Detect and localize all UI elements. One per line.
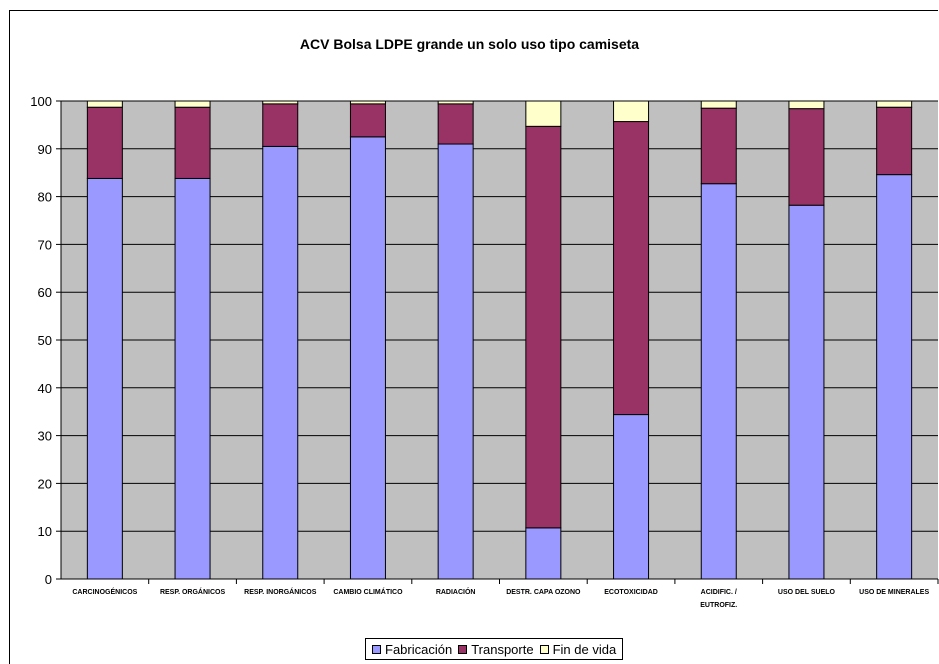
bar-segment (876, 106, 913, 176)
bar-segment (525, 125, 562, 529)
chart-title: ACV Bolsa LDPE grande un solo uso tipo c… (299, 36, 640, 52)
y-tick-label: 70 (38, 237, 52, 252)
bar-segment (876, 100, 913, 108)
bar-segment (613, 414, 650, 580)
bar-segment (262, 100, 299, 105)
legend-item-fabricacion: Fabricación (372, 642, 452, 657)
x-tick-label: ACIDIFIC. / (701, 589, 737, 596)
bar-segment (525, 527, 562, 580)
bar-segment (437, 100, 474, 105)
bar-segment (525, 100, 562, 127)
y-tick-label: 20 (38, 476, 52, 491)
bar-segment (174, 106, 211, 179)
x-tick-label: EUTROFIZ. (700, 602, 737, 609)
bar-segment (174, 177, 211, 580)
bar-segment (700, 100, 737, 109)
x-tick-label: USO DE MINERALES (859, 589, 929, 596)
x-tick-label: RESP. INORGÁNICOS (244, 587, 317, 596)
y-tick-label: 90 (38, 142, 52, 157)
legend-item-fin-de-vida: Fin de vida (539, 641, 617, 657)
bar-segment (613, 121, 650, 416)
legend-label-fabricacion: Fabricación (385, 641, 453, 657)
bar-segment (262, 103, 299, 147)
x-tick-label: CAMBIO CLIMÁTICO (333, 587, 403, 596)
bar-segment (349, 103, 386, 138)
legend-item-transporte: Transporte (458, 641, 534, 657)
x-tick-label: RADIACIÓN (436, 587, 476, 596)
x-tick-label: DESTR. CAPA OZONO (506, 589, 581, 596)
bar-segment (174, 100, 211, 108)
bar-segment (349, 136, 386, 580)
legend-swatch-transporte (458, 644, 468, 654)
bar-segment (700, 183, 737, 580)
bar-segment (613, 100, 650, 123)
bar-segment (437, 143, 474, 580)
bar-segment (788, 204, 825, 580)
legend-swatch-fabricacion (372, 644, 381, 654)
y-tick-label: 100 (30, 94, 52, 109)
bar-segment (788, 108, 825, 206)
bar-segment (86, 100, 123, 108)
y-tick-label: 30 (38, 429, 52, 444)
bar-segment (86, 106, 123, 179)
bar-segment (788, 100, 825, 110)
y-tick-label: 60 (38, 285, 52, 300)
bar-segment (86, 177, 123, 580)
y-tick-label: 10 (38, 524, 52, 539)
y-tick-label: 40 (38, 381, 52, 396)
x-tick-label: RESP. ORGÁNICOS (160, 587, 226, 596)
x-tick-label: USO DEL SUELO (778, 589, 836, 596)
y-tick-label: 80 (38, 190, 52, 205)
bar-segment (437, 103, 474, 145)
y-tick-label: 50 (38, 333, 52, 348)
legend: Fabricación Transporte Fin de vida (365, 638, 624, 660)
y-tick-label: 0 (45, 572, 52, 587)
bar-segment (262, 145, 299, 580)
x-tick-label: CARCINOGÉNICOS (72, 587, 137, 596)
bar-segment (700, 107, 737, 185)
legend-label-transporte: Transporte (471, 641, 534, 657)
bar-segment (876, 174, 913, 580)
legend-swatch-fin-de-vida (539, 644, 549, 654)
x-tick-label: ECOTOXICIDAD (604, 589, 658, 596)
bar-segment (349, 100, 386, 105)
legend-label-fin-de-vida: Fin de vida (552, 641, 617, 657)
